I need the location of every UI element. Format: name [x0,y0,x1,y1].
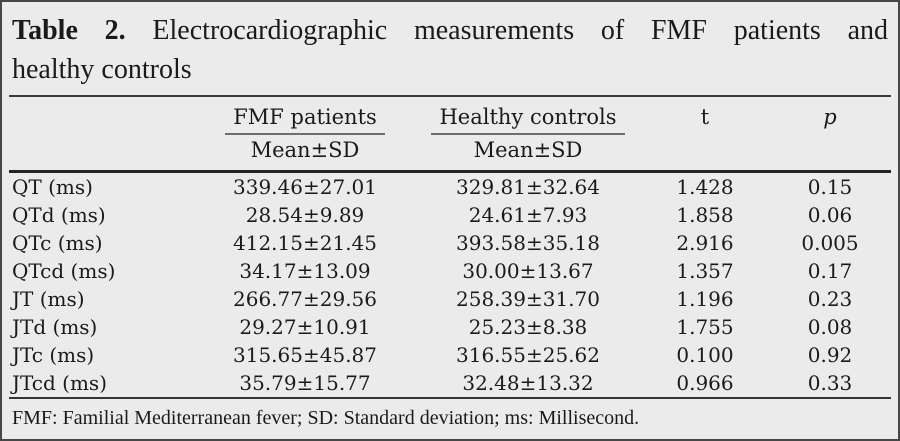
t-value-cell: 1.858 [676,203,734,227]
table-row: JT (ms) 266.77±29.56 258.39±31.70 1.196 … [9,285,891,313]
table-row: QTd (ms) 28.54±9.89 24.61±7.93 1.858 0.0… [9,201,891,229]
table-number-label: Table 2. [12,15,126,46]
row-label-cell: JTcd (ms) [12,371,107,395]
table-row: JTc (ms) 315.65±45.87 316.55±25.62 0.100… [9,341,891,369]
p-value-cell: 0.08 [807,315,853,339]
row-label-cell: QT (ms) [12,175,93,199]
healthy-meansd-header: Mean±SD [415,137,641,173]
row-label-cell: JTd (ms) [12,315,98,339]
table-row: JTd (ms) 29.27±10.91 25.23±8.38 1.755 0.… [9,313,891,341]
p-value-cell: 0.06 [807,203,853,227]
fmf-group-header-cell: FMF patients [195,97,415,137]
table-title: Table 2. Electrocardiographic measuremen… [2,2,898,89]
divider-below-title [9,95,891,97]
t-value-cell: 0.100 [676,343,734,367]
row-label-cell: QTd (ms) [12,203,106,227]
p-value-cell: 0.15 [807,175,853,199]
healthy-value-cell: 25.23±8.38 [468,315,588,339]
ecg-measurements-table: FMF patients Healthy controls t p Mean±S… [9,97,891,397]
table-row: QTcd (ms) 34.17±13.09 30.00±13.67 1.357 … [9,257,891,285]
p-value-cell: 0.005 [801,231,859,255]
healthy-value-cell: 393.58±35.18 [456,231,600,255]
p-value-cell: 0.33 [807,371,853,395]
table-row: QTc (ms) 412.15±21.45 393.58±35.18 2.916… [9,229,891,257]
fmf-value-cell: 35.79±15.77 [239,371,371,395]
table-title-line2: healthy controls [12,54,192,85]
empty-subheader-cell [641,137,769,173]
healthy-value-cell: 258.39±31.70 [456,287,600,311]
table-footnote: FMF: Familial Mediterranean fever; SD: S… [12,407,640,429]
p-value-cell: 0.92 [807,343,853,367]
divider-above-footnote [9,397,891,399]
healthy-group-header: Healthy controls [431,104,625,135]
p-value-cell: 0.17 [807,259,853,283]
p-value-cell: 0.23 [807,287,853,311]
fmf-value-cell: 339.46±27.01 [233,175,377,199]
table-title-text: Electrocardiographic measurements of FMF… [152,15,889,46]
healthy-group-header-cell: Healthy controls [415,97,641,137]
fmf-value-cell: 28.54±9.89 [245,203,365,227]
empty-subheader-cell [9,137,195,173]
fmf-value-cell: 34.17±13.09 [239,259,371,283]
table-row: QT (ms) 339.46±27.01 329.81±32.64 1.428 … [9,172,891,202]
sub-header-row: Mean±SD Mean±SD [9,137,891,173]
healthy-value-cell: 316.55±25.62 [456,343,600,367]
healthy-value-cell: 32.48±13.32 [462,371,594,395]
table-body: QT (ms) 339.46±27.01 329.81±32.64 1.428 … [9,172,891,398]
healthy-value-cell: 24.61±7.93 [468,203,588,227]
t-value-cell: 1.196 [676,287,734,311]
group-header-row: FMF patients Healthy controls t p [9,97,891,137]
table-header: FMF patients Healthy controls t p Mean±S… [9,97,891,173]
fmf-value-cell: 266.77±29.56 [233,287,377,311]
row-label-cell: QTcd (ms) [12,259,116,283]
row-label-cell: JT (ms) [12,287,85,311]
fmf-value-cell: 315.65±45.87 [233,343,377,367]
fmf-value-cell: 412.15±21.45 [233,231,377,255]
t-header: t [700,105,710,129]
fmf-value-cell: 29.27±10.91 [239,315,371,339]
empty-header-cell [9,97,195,137]
p-header: p [823,105,837,129]
row-label-cell: JTc (ms) [12,343,95,367]
t-value-cell: 2.916 [676,231,734,255]
fmf-group-header: FMF patients [225,104,385,135]
healthy-value-cell: 30.00±13.67 [462,259,594,283]
fmf-meansd-header: Mean±SD [195,137,415,173]
table-title-line1: Table 2. Electrocardiographic measuremen… [12,11,888,50]
healthy-value-cell: 329.81±32.64 [456,175,600,199]
t-value-cell: 1.755 [676,315,734,339]
table-row: JTcd (ms) 35.79±15.77 32.48±13.32 0.966 … [9,369,891,397]
t-value-cell: 1.428 [676,175,734,199]
empty-subheader-cell [769,137,891,173]
row-label-cell: QTc (ms) [12,231,103,255]
t-value-cell: 0.966 [676,371,734,395]
t-value-cell: 1.357 [676,259,734,283]
